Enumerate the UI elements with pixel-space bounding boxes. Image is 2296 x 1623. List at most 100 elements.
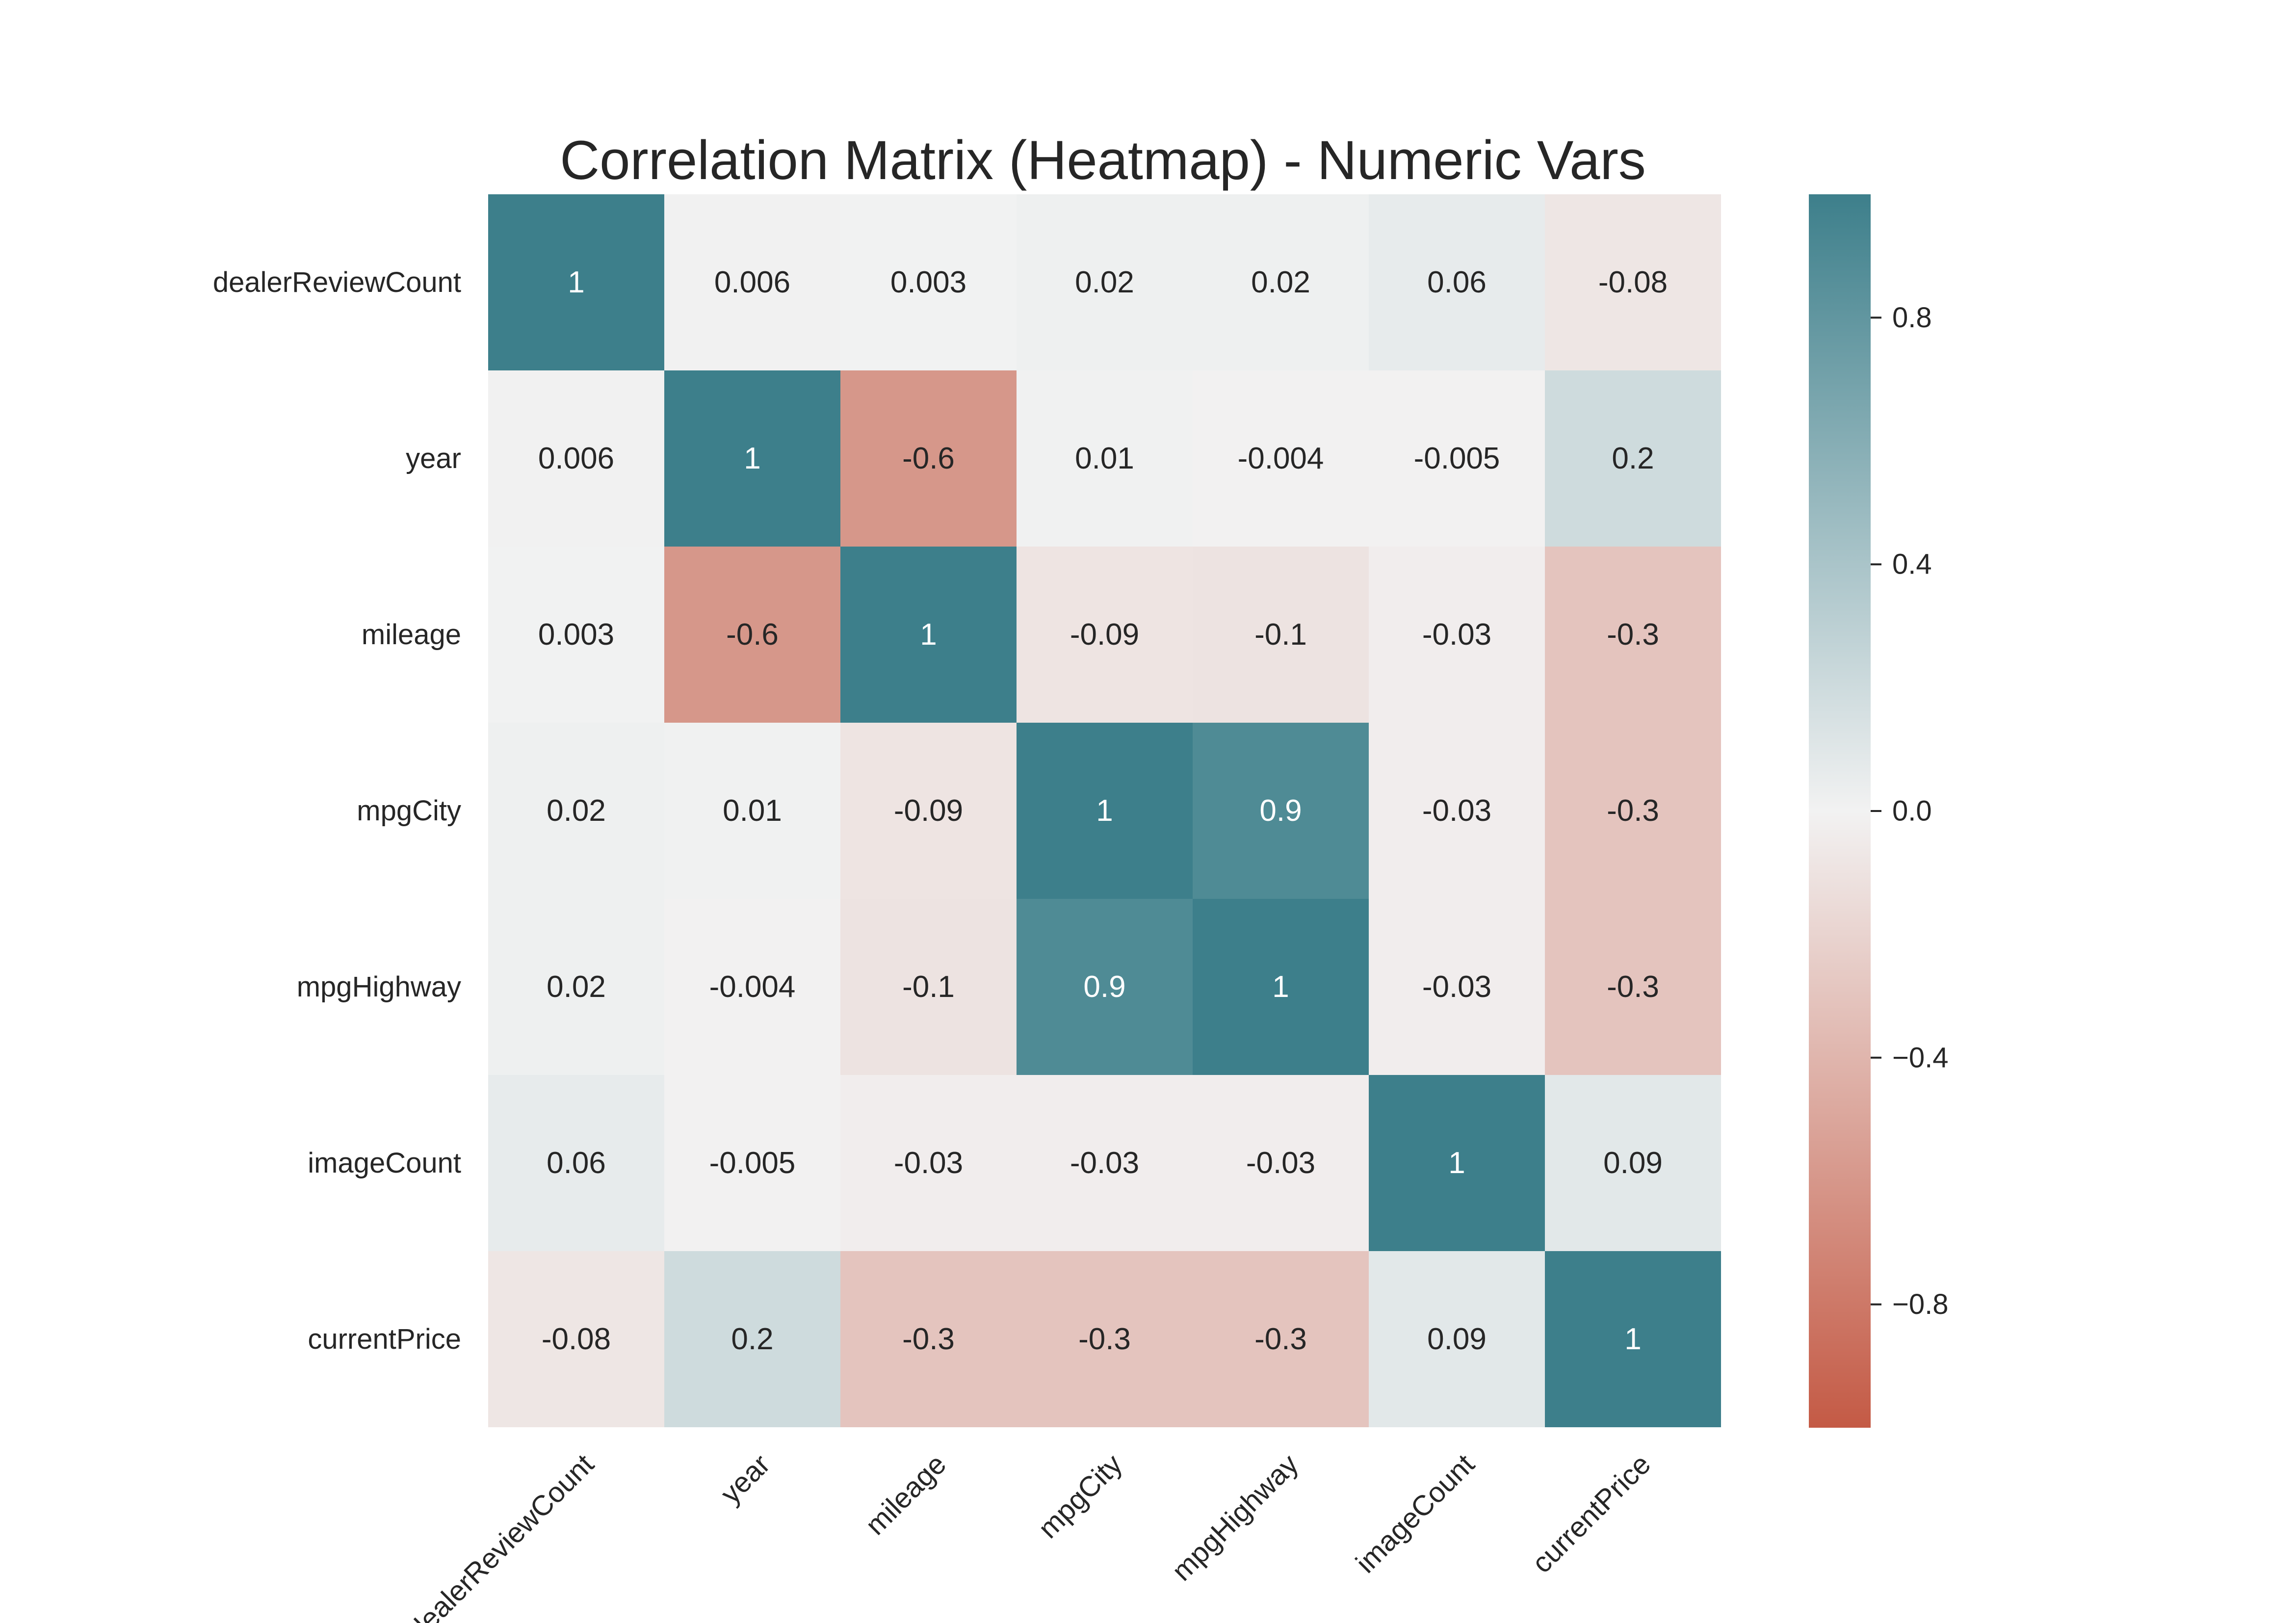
colorbar-tick-label: −0.4	[1892, 1042, 1949, 1073]
heatmap-cell-label: 1	[1448, 1146, 1465, 1180]
heatmap-cell	[488, 899, 664, 1075]
heatmap-cell	[1017, 1075, 1193, 1251]
heatmap-cell-label: 0.06	[547, 1146, 606, 1180]
heatmap-cell-label: -0.1	[902, 970, 955, 1004]
heatmap-cell-label: -0.08	[542, 1322, 611, 1356]
heatmap-cell	[1369, 1075, 1545, 1251]
heatmap-cell-label: 0.06	[1427, 265, 1487, 299]
heatmap-cell	[664, 1251, 840, 1427]
heatmap-cell	[1545, 1075, 1721, 1251]
heatmap-cell-label: -0.005	[1414, 442, 1500, 475]
heatmap-cell-label: -0.08	[1598, 265, 1668, 299]
heatmap-cell-label: 1	[1272, 970, 1289, 1004]
heatmap-cell-label: -0.03	[894, 1146, 963, 1180]
heatmap-cell	[840, 370, 1017, 547]
heatmap-cell	[488, 194, 664, 370]
heatmap-cell-label: -0.03	[1422, 970, 1491, 1004]
heatmap-cell-label: -0.6	[902, 442, 955, 475]
y-tick-label: mpgCity	[357, 795, 461, 827]
y-tick-label: imageCount	[308, 1147, 461, 1179]
heatmap-cell-label: -0.03	[1070, 1146, 1139, 1180]
heatmap-cell	[1193, 1251, 1369, 1427]
heatmap-cell-label: -0.03	[1422, 794, 1491, 828]
heatmap-cell-label: 0.003	[538, 618, 614, 652]
heatmap-cell-label: 1	[920, 618, 937, 652]
heatmap-cells: 1 0.006 0.003 0.02 0.02 0.06 -0.08 0.006 1 -0.6 0.…	[488, 194, 1721, 1427]
heatmap-cell-label: 0.006	[538, 442, 614, 475]
heatmap-cell	[664, 370, 840, 547]
heatmap-cell	[840, 899, 1017, 1075]
heatmap-cell	[664, 723, 840, 899]
heatmap-cell-label: 0.01	[1075, 442, 1134, 475]
heatmap-cell	[1017, 194, 1193, 370]
y-axis-tick-labels: dealerReviewCount year mileage mpgCity mpgHi…	[213, 266, 461, 1355]
heatmap-cell-label: -0.1	[1254, 618, 1307, 652]
heatmap-cell	[1369, 1251, 1545, 1427]
heatmap-cell	[488, 723, 664, 899]
colorbar-tick-label: 0.4	[1892, 549, 1932, 580]
heatmap-cell-label: -0.3	[1078, 1322, 1131, 1356]
heatmap-cell	[1193, 370, 1369, 547]
heatmap-cell	[840, 723, 1017, 899]
heatmap-cell-label: -0.005	[709, 1146, 796, 1180]
heatmap-cell-label: -0.6	[726, 618, 779, 652]
heatmap-cell-label: 1	[1624, 1322, 1641, 1356]
x-axis-tick-labels: dealerReviewCount year mileage mpgCity mpgHi…	[402, 1448, 1657, 1623]
heatmap-cell-label: -0.3	[1254, 1322, 1307, 1356]
heatmap-cell	[1369, 723, 1545, 899]
heatmap-cell-label: -0.3	[1607, 618, 1659, 652]
heatmap-cell	[664, 194, 840, 370]
heatmap-cell-label: -0.004	[1238, 442, 1324, 475]
heatmap-cell-label: 0.02	[547, 970, 606, 1004]
heatmap-cell-label: 0.003	[890, 265, 966, 299]
y-tick-label: mileage	[362, 619, 461, 651]
heatmap-cell-label: -0.03	[1246, 1146, 1315, 1180]
heatmap-cell-label: -0.09	[894, 794, 963, 828]
heatmap-cell	[1369, 547, 1545, 723]
heatmap-cell	[840, 1251, 1017, 1427]
y-tick-label: year	[406, 443, 461, 474]
heatmap-cell	[1193, 194, 1369, 370]
heatmap-cell	[1017, 899, 1193, 1075]
colorbar-tick-label: 0.0	[1892, 795, 1932, 827]
heatmap-cell	[1545, 1251, 1721, 1427]
heatmap-cell-label: -0.3	[1607, 970, 1659, 1004]
heatmap-cell	[1369, 899, 1545, 1075]
heatmap-cell	[1545, 370, 1721, 547]
heatmap-cell	[1193, 723, 1369, 899]
heatmap-cell	[488, 1075, 664, 1251]
heatmap-cell-label: 0.01	[723, 794, 782, 828]
y-tick-label: currentPrice	[308, 1323, 461, 1355]
heatmap-cell	[1545, 899, 1721, 1075]
heatmap-cell-label: -0.09	[1070, 618, 1139, 652]
heatmap-cell	[664, 547, 840, 723]
x-tick-label: currentPrice	[1526, 1448, 1657, 1579]
colorbar-tick-label: −0.8	[1892, 1288, 1949, 1320]
heatmap-cell-label: 0.02	[547, 794, 606, 828]
heatmap-cell	[1545, 547, 1721, 723]
heatmap-cell-label: 0.9	[1259, 794, 1302, 828]
heatmap-cell	[1193, 899, 1369, 1075]
heatmap-cell	[664, 899, 840, 1075]
x-tick-label: mpgHighway	[1166, 1448, 1305, 1587]
heatmap-cell	[488, 370, 664, 547]
heatmap-cell	[1017, 723, 1193, 899]
heatmap-cell	[1369, 194, 1545, 370]
heatmap-cell-label: 0.2	[731, 1322, 773, 1356]
heatmap-cell-label: 0.006	[714, 265, 790, 299]
heatmap-cell	[664, 1075, 840, 1251]
heatmap-cell	[1193, 1075, 1369, 1251]
x-tick-label: mileage	[860, 1448, 953, 1542]
heatmap-cell	[840, 194, 1017, 370]
heatmap-cell-label: 0.09	[1603, 1146, 1663, 1180]
heatmap-cell-label: -0.03	[1422, 618, 1491, 652]
heatmap-cell	[1369, 370, 1545, 547]
heatmap-cell	[1017, 370, 1193, 547]
heatmap-cell	[1017, 1251, 1193, 1427]
heatmap-cell	[488, 1251, 664, 1427]
heatmap-cell	[840, 547, 1017, 723]
heatmap-cell-label: 0.9	[1083, 970, 1125, 1004]
colorbar-tick-label: 0.8	[1892, 302, 1932, 334]
colorbar-ticks: 0.8 0.4 0.0 −0.4 −0.8	[1871, 302, 1949, 1320]
